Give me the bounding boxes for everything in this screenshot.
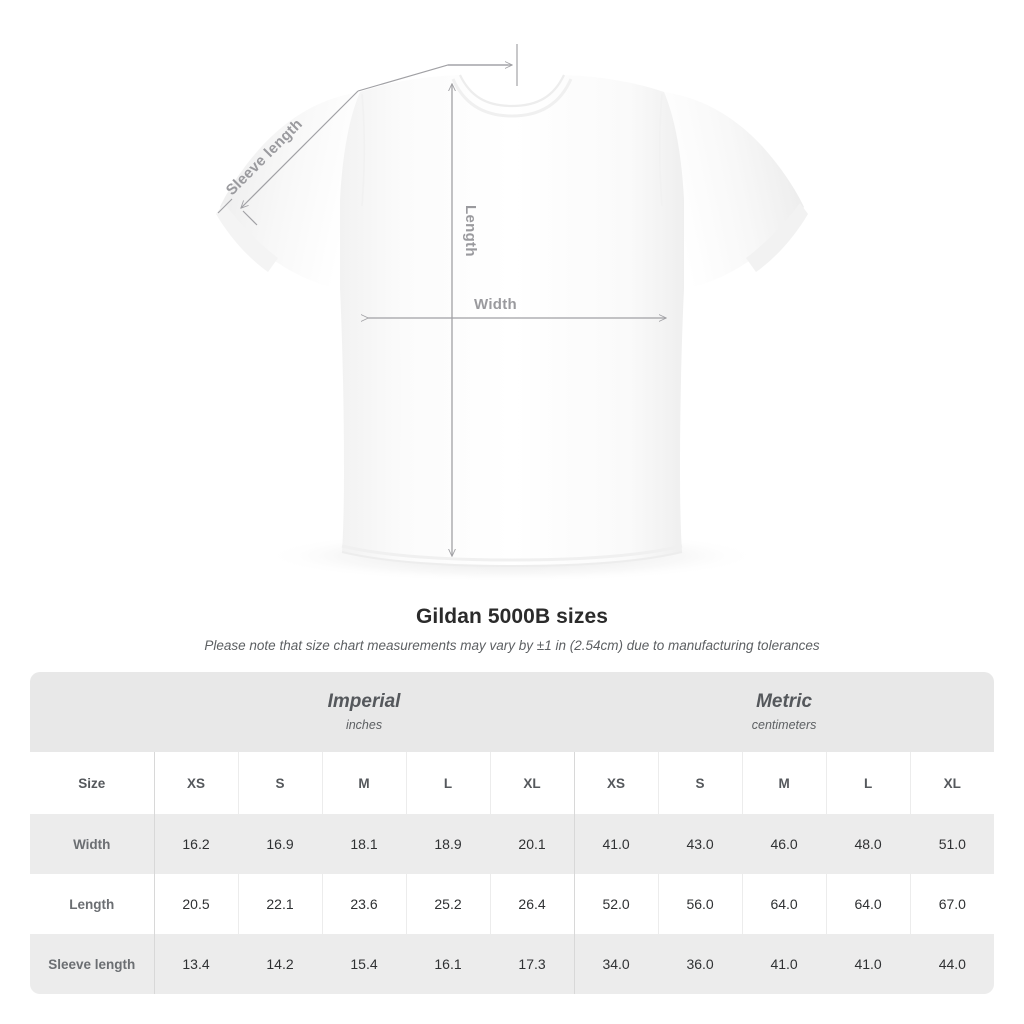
- cell-sleeve-metric-xs: 34.0: [573, 934, 659, 994]
- width-label: Width: [474, 296, 517, 313]
- size-header-metric-m: M: [741, 752, 827, 814]
- cell-length-imperial-xs: 20.5: [153, 874, 238, 934]
- cell-width-metric-l: 48.0: [825, 814, 911, 874]
- table-row: Sleeve length 13.4 14.2 15.4 16.1 17.3 3…: [30, 934, 995, 994]
- cell-sleeve-imperial-xl: 17.3: [489, 934, 575, 994]
- unit-header-imperial: Imperial inches: [154, 672, 575, 752]
- sleeve-length-end-tick: [217, 198, 233, 214]
- table-row: Length 20.5 22.1 23.6 25.2 26.4 52.0 56.…: [30, 874, 995, 934]
- shirt-shape: [216, 74, 808, 568]
- cell-width-imperial-m: 18.1: [321, 814, 406, 874]
- cell-sleeve-metric-s: 36.0: [657, 934, 743, 994]
- cell-length-imperial-l: 25.2: [405, 874, 490, 934]
- sleeve-length-arrow: [241, 90, 359, 208]
- cell-length-imperial-s: 22.1: [237, 874, 322, 934]
- size-header-metric-l: L: [825, 752, 911, 814]
- size-header-label: Size: [30, 752, 154, 814]
- size-header-imperial-xl: XL: [489, 752, 575, 814]
- cell-length-imperial-xl: 26.4: [489, 874, 575, 934]
- tshirt-diagram: Sleeve length Length Width: [216, 44, 808, 582]
- cell-width-imperial-xl: 20.1: [489, 814, 575, 874]
- cell-length-imperial-m: 23.6: [321, 874, 406, 934]
- size-header-imperial-m: M: [321, 752, 406, 814]
- cell-length-metric-s: 56.0: [657, 874, 743, 934]
- size-header-imperial-xs: XS: [153, 752, 238, 814]
- size-header-metric-xl: XL: [909, 752, 995, 814]
- cell-width-imperial-l: 18.9: [405, 814, 490, 874]
- size-header-imperial-l: L: [405, 752, 490, 814]
- cell-sleeve-imperial-m: 15.4: [321, 934, 406, 994]
- unit-sub-imperial: inches: [345, 717, 383, 732]
- unit-header-row: Imperial inches Metric centimeters: [30, 672, 995, 752]
- cell-width-imperial-s: 16.9: [237, 814, 322, 874]
- cell-width-metric-m: 46.0: [741, 814, 827, 874]
- cell-sleeve-metric-xl: 44.0: [909, 934, 995, 994]
- length-label: Length: [462, 205, 479, 257]
- row-label-length: Length: [30, 874, 154, 934]
- size-header-imperial-s: S: [237, 752, 322, 814]
- cell-width-metric-xl: 51.0: [909, 814, 995, 874]
- size-chart-table-wrapper: Imperial inches Metric centimeters Size …: [30, 672, 995, 994]
- sleeve-length-end-tick2: [242, 210, 258, 226]
- row-label-width: Width: [30, 814, 154, 874]
- cell-width-imperial-xs: 16.2: [153, 814, 238, 874]
- unit-name-metric: Metric: [756, 690, 813, 712]
- cell-sleeve-metric-l: 41.0: [825, 934, 911, 994]
- cell-sleeve-imperial-l: 16.1: [405, 934, 490, 994]
- title-block: Gildan 5000B sizes Please note that size…: [0, 592, 1024, 653]
- table-row: Width 16.2 16.9 18.1 18.9 20.1 41.0 43.0…: [30, 814, 995, 874]
- unit-name-imperial: Imperial: [327, 690, 401, 712]
- cell-width-metric-xs: 41.0: [573, 814, 659, 874]
- measurement-annotations: [217, 44, 666, 556]
- cell-length-metric-m: 64.0: [741, 874, 827, 934]
- size-chart-table: Imperial inches Metric centimeters Size …: [30, 672, 995, 994]
- cell-sleeve-imperial-s: 14.2: [237, 934, 322, 994]
- cell-width-metric-s: 43.0: [657, 814, 743, 874]
- cell-sleeve-imperial-xs: 13.4: [153, 934, 238, 994]
- row-label-sleeve-length: Sleeve length: [30, 934, 154, 994]
- tshirt-svg: Sleeve length Length Width: [216, 44, 808, 582]
- cell-sleeve-metric-m: 41.0: [741, 934, 827, 994]
- cell-length-metric-l: 64.0: [825, 874, 911, 934]
- size-header-metric-s: S: [657, 752, 743, 814]
- unit-header-spacer: [30, 672, 154, 752]
- unit-sub-metric: centimeters: [751, 717, 817, 732]
- cell-length-metric-xs: 52.0: [573, 874, 659, 934]
- tolerance-note: Please note that size chart measurements…: [204, 638, 820, 653]
- page-title: Gildan 5000B sizes: [415, 605, 609, 628]
- size-header-metric-xs: XS: [573, 752, 659, 814]
- unit-header-metric: Metric centimeters: [574, 672, 995, 752]
- cell-length-metric-xl: 67.0: [909, 874, 995, 934]
- size-header-row: Size XS S M L XL XS S M L XL: [30, 752, 995, 814]
